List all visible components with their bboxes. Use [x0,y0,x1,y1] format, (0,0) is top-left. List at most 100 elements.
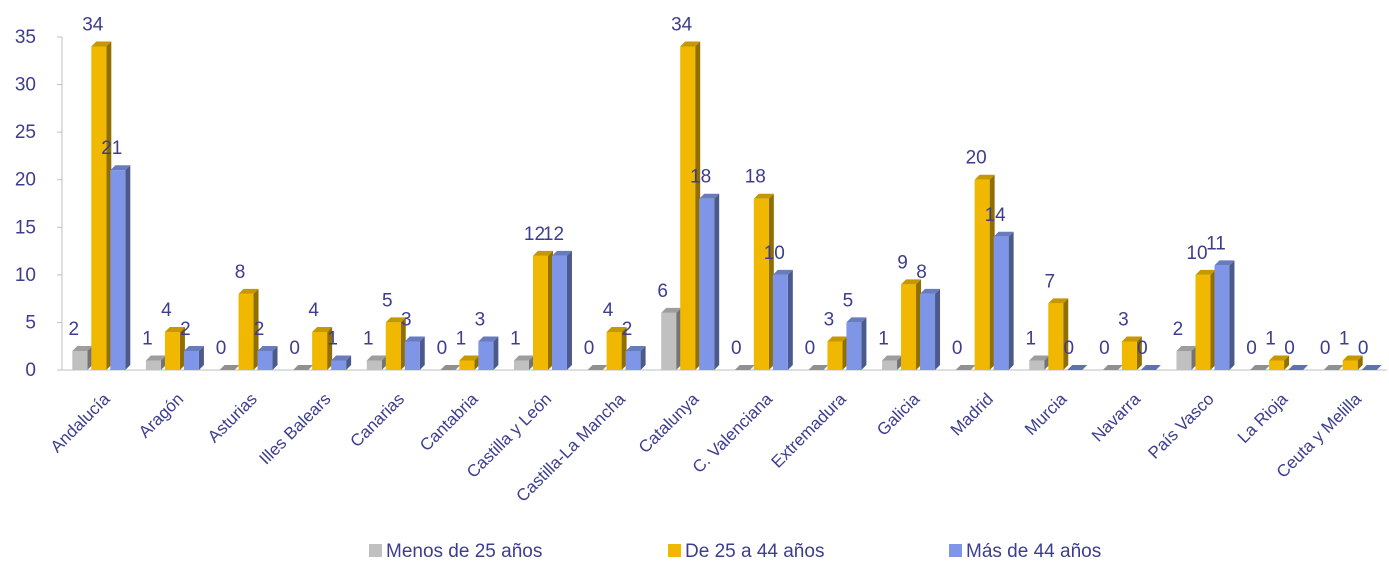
bar-top [808,365,829,370]
bar-top [1214,260,1235,266]
legend-label: Menos de 25 años [386,541,542,562]
bar [164,326,185,370]
bar-front [753,198,769,370]
bar-front [920,293,936,370]
y-tick-label: 30 [15,75,36,96]
bar-side [1008,231,1014,370]
y-tick-label: 35 [15,27,36,48]
category-label: País Vasco [1144,389,1217,462]
bar [1269,355,1290,370]
bar-front [110,170,126,370]
bar-top [238,288,259,294]
data-label: 2 [69,319,80,340]
bar-top [1121,336,1142,342]
data-label: 3 [475,309,486,330]
y-tick-label: 0 [25,360,36,381]
bar [72,345,93,370]
bar-front [1269,360,1285,370]
bar [1048,298,1069,370]
category-label: Aragón [135,389,187,441]
bar [440,365,461,370]
bar-top [440,365,461,370]
bar-top [587,365,608,370]
category-label: Cantabria [416,389,482,455]
bar [1342,355,1363,370]
data-label: 5 [843,290,854,311]
bar-side [714,193,720,370]
y-tick-label: 25 [15,122,36,143]
data-label: 1 [1265,328,1276,349]
bar-top [1250,365,1271,370]
data-label: 0 [584,338,595,359]
bar-top [955,365,976,370]
category-group: 153 [363,290,425,370]
y-tick-label: 15 [15,217,36,238]
bar-front [145,360,161,370]
bar-top [1176,345,1197,351]
bar-top [625,345,646,351]
data-label: 1 [878,328,889,349]
data-label: 2 [180,319,191,340]
legend-swatch [668,544,681,557]
bar [385,317,406,370]
data-label: 3 [1118,309,1129,330]
bar-top [1342,355,1363,361]
data-label: 7 [1044,271,1055,292]
bar [110,165,131,370]
bar [404,336,425,370]
data-label: 5 [382,290,393,311]
data-label: 4 [308,300,319,321]
category-label: Navarra [1088,389,1145,446]
bar-side [160,355,166,370]
bar-front [513,360,529,370]
bar [145,355,166,370]
bar-side [419,336,425,370]
data-label: 8 [916,262,927,283]
data-label: 34 [671,15,693,36]
bar-side [1063,298,1069,370]
bar [772,269,793,370]
bar-side [400,317,406,370]
bar-front [1195,274,1211,370]
bar-top [882,355,903,361]
bar-front [91,46,107,371]
data-label: 34 [82,15,104,36]
bar-top [699,193,720,199]
data-label: 3 [824,309,835,330]
bar-front [238,293,254,370]
data-label: 0 [1063,338,1074,359]
legend: Menos de 25 años De 25 a 44 años Más de 44… [369,541,1101,562]
bar-side [842,336,848,370]
data-label: 0 [1099,338,1110,359]
bar [513,355,534,370]
bar [459,355,480,370]
category-label: Andalucía [47,389,114,456]
bar [955,365,976,370]
data-label: 12 [524,224,545,245]
bar-front [606,331,622,370]
data-label: 2 [622,319,633,340]
bar [846,317,867,370]
bar-front [551,255,567,370]
data-label: 0 [1284,338,1295,359]
bar [587,365,608,370]
bar [257,345,278,370]
data-label: 0 [1246,338,1257,359]
bar-side [1284,355,1290,370]
bar-side [935,288,941,370]
bar [920,288,941,370]
category-label: Canarias [347,389,409,451]
bar-side [346,355,352,370]
bar-top [1269,355,1290,361]
bar-top [993,231,1014,237]
bar-front [183,350,199,370]
bar-top [1288,365,1309,370]
bar [331,355,352,370]
data-label: 1 [327,328,338,349]
category-group: 0 13 [437,309,499,370]
bar-top [312,326,333,332]
bar-side [87,345,93,370]
bar [699,193,720,370]
